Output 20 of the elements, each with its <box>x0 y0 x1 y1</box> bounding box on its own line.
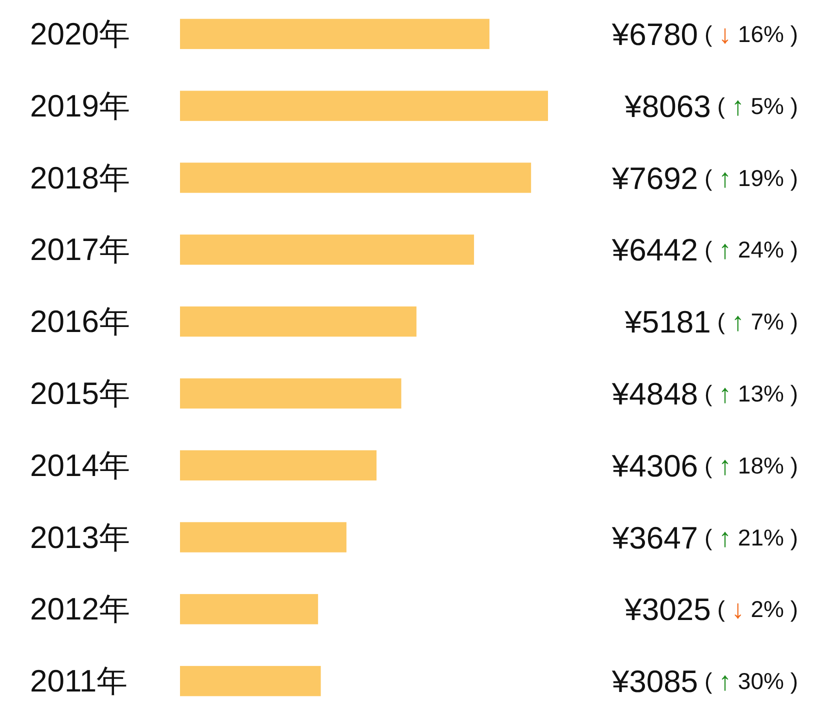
y-tick-label: 2018年 <box>30 160 130 196</box>
data-label: ¥3085 ( ↑ 30% ) <box>610 664 798 699</box>
data-label: ¥7692 ( ↑ 19% ) <box>610 160 798 196</box>
data-label: ¥5181 ( ↑ 7% ) <box>624 304 798 340</box>
y-tick-label: 2012年 <box>30 592 130 627</box>
data-label: ¥6780 ( ↓ 16% ) <box>610 16 798 52</box>
data-label: ¥3647 ( ↑ 21% ) <box>610 520 798 555</box>
data-label: ¥6442 ( ↑ 24% ) <box>610 232 798 268</box>
y-tick-label: 2014年 <box>30 448 130 483</box>
y-tick-label: 2015年 <box>30 376 130 411</box>
data-label: ¥4306 ( ↑ 18% ) <box>610 448 798 483</box>
data-label: ¥8063 ( ↑ 5% ) <box>624 88 798 124</box>
y-tick-label: 2019年 <box>30 88 130 124</box>
data-label: ¥3025 ( ↓ 2% ) <box>624 592 798 627</box>
data-label: ¥4848 ( ↑ 13% ) <box>610 376 798 411</box>
y-tick-label: 2017年 <box>30 232 130 268</box>
y-tick-label: 2016年 <box>30 304 130 340</box>
y-tick-label: 2013年 <box>30 520 130 555</box>
y-tick-label: 2020年 <box>30 16 130 52</box>
y-tick-label: 2011年 <box>30 664 128 699</box>
